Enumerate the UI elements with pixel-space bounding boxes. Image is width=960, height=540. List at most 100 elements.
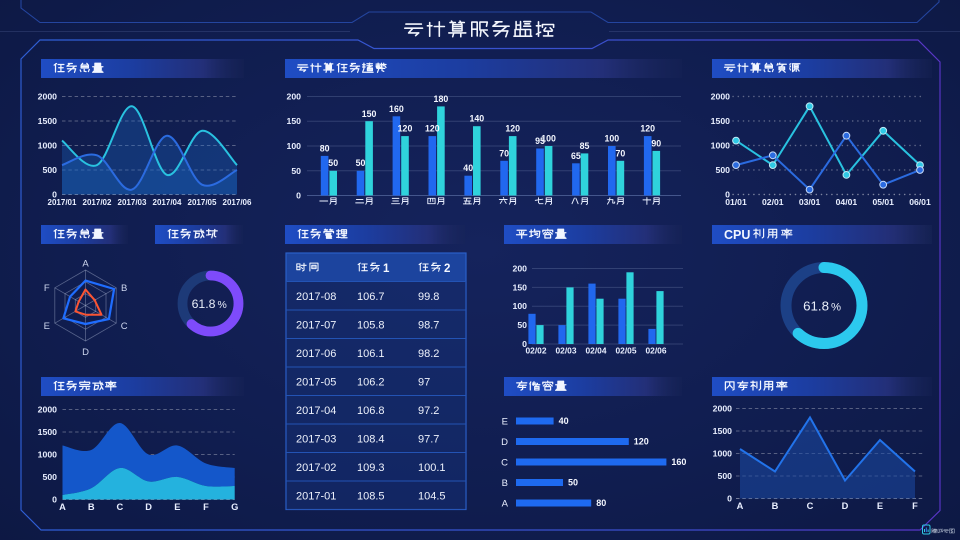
svg-text:0: 0 <box>52 495 57 505</box>
svg-text:0: 0 <box>727 494 732 504</box>
svg-text:99.8: 99.8 <box>418 291 439 303</box>
svg-text:1500: 1500 <box>713 426 732 436</box>
svg-text:A: A <box>59 502 66 512</box>
svg-text:1: 1 <box>383 263 390 275</box>
svg-text:2017/03: 2017/03 <box>118 198 147 207</box>
svg-text:500: 500 <box>43 472 58 482</box>
svg-text:109.3: 109.3 <box>357 462 385 474</box>
svg-text:A: A <box>737 501 744 511</box>
svg-text:G: G <box>231 502 238 512</box>
svg-text:120: 120 <box>505 124 520 134</box>
svg-text:500: 500 <box>718 471 733 481</box>
svg-text:F: F <box>203 502 209 512</box>
svg-text:98.7: 98.7 <box>418 320 439 332</box>
svg-text:50: 50 <box>328 158 338 168</box>
svg-text:2017-03: 2017-03 <box>296 434 336 446</box>
svg-text:C: C <box>501 457 508 468</box>
svg-text:1000: 1000 <box>38 450 57 460</box>
svg-text:02/03: 02/03 <box>556 346 577 356</box>
svg-text:F: F <box>912 501 918 511</box>
svg-text:E: E <box>44 321 50 332</box>
svg-text:61.8: 61.8 <box>192 297 216 311</box>
svg-text:2017/01: 2017/01 <box>48 198 77 207</box>
svg-text:70: 70 <box>499 148 509 158</box>
svg-text:50: 50 <box>517 320 527 330</box>
svg-text:100: 100 <box>287 141 302 151</box>
svg-text:A: A <box>502 498 509 509</box>
svg-text:06/01: 06/01 <box>909 197 931 207</box>
svg-text:2017-02: 2017-02 <box>296 462 336 474</box>
svg-text:200: 200 <box>287 92 302 102</box>
svg-text:200: 200 <box>513 264 528 274</box>
svg-text:02/04: 02/04 <box>586 346 607 356</box>
svg-text:100: 100 <box>541 134 556 144</box>
svg-text:E: E <box>877 501 883 511</box>
svg-text:97.2: 97.2 <box>418 405 439 417</box>
svg-text:150: 150 <box>513 282 528 292</box>
svg-text:03/01: 03/01 <box>799 197 821 207</box>
svg-text:2017-06: 2017-06 <box>296 348 336 360</box>
svg-text:85: 85 <box>580 141 590 151</box>
svg-text:D: D <box>145 502 152 512</box>
svg-text:100: 100 <box>604 134 619 144</box>
svg-text:120: 120 <box>640 124 655 134</box>
svg-text:E: E <box>502 416 508 427</box>
svg-text:05/01: 05/01 <box>872 197 894 207</box>
svg-text:B: B <box>772 501 779 511</box>
svg-text:40: 40 <box>463 163 473 173</box>
svg-text:2000: 2000 <box>713 404 732 414</box>
svg-text:2: 2 <box>444 263 450 275</box>
svg-text:95: 95 <box>535 136 545 146</box>
svg-text:50: 50 <box>356 158 366 168</box>
svg-text:B: B <box>121 283 127 294</box>
svg-text:2017/06: 2017/06 <box>223 198 252 207</box>
svg-text:106.8: 106.8 <box>357 405 385 417</box>
svg-text:105.8: 105.8 <box>357 320 385 332</box>
svg-text:2017/05: 2017/05 <box>188 198 217 207</box>
svg-text:98.2: 98.2 <box>418 348 439 360</box>
svg-text:160: 160 <box>389 104 404 114</box>
svg-text:70: 70 <box>616 148 626 158</box>
svg-text:65: 65 <box>571 151 581 161</box>
svg-text:108.4: 108.4 <box>357 434 385 446</box>
svg-text:C: C <box>121 321 128 332</box>
svg-text:2017/04: 2017/04 <box>153 198 182 207</box>
svg-text:50: 50 <box>568 478 578 488</box>
svg-text:1500: 1500 <box>711 116 730 126</box>
svg-text:150: 150 <box>362 109 377 119</box>
svg-text:%: % <box>831 301 841 313</box>
svg-text:F: F <box>44 283 50 294</box>
svg-text:500: 500 <box>716 165 731 175</box>
svg-text:2017-04: 2017-04 <box>296 405 336 417</box>
svg-text:160: 160 <box>671 457 686 467</box>
svg-text:A: A <box>82 259 89 270</box>
svg-text:D: D <box>82 347 89 358</box>
svg-text:CPU: CPU <box>724 228 750 242</box>
svg-text:90: 90 <box>651 138 661 148</box>
svg-text:100: 100 <box>513 301 528 311</box>
svg-text:D: D <box>501 437 508 448</box>
svg-text:140: 140 <box>469 114 484 124</box>
svg-text:02/02: 02/02 <box>526 346 547 356</box>
svg-text:1500: 1500 <box>38 427 57 437</box>
svg-text:0: 0 <box>725 190 730 200</box>
svg-text:0: 0 <box>296 191 301 201</box>
svg-text:500: 500 <box>43 165 58 175</box>
svg-text:180: 180 <box>434 94 449 104</box>
svg-text:C: C <box>807 501 814 511</box>
svg-text:B: B <box>502 478 508 489</box>
svg-text:120: 120 <box>398 124 413 134</box>
svg-text:C: C <box>117 502 124 512</box>
svg-text:04/01: 04/01 <box>836 197 858 207</box>
svg-text:150: 150 <box>287 116 302 126</box>
svg-text:%: % <box>218 300 227 311</box>
svg-text:2017-05: 2017-05 <box>296 377 336 389</box>
svg-text:02/05: 02/05 <box>616 346 637 356</box>
svg-text:108.5: 108.5 <box>357 491 385 503</box>
svg-text:80: 80 <box>596 498 606 508</box>
svg-text:100.1: 100.1 <box>418 462 446 474</box>
svg-text:0: 0 <box>522 339 527 349</box>
svg-text:106.1: 106.1 <box>357 348 385 360</box>
svg-text:106.7: 106.7 <box>357 291 385 303</box>
svg-text:D: D <box>842 501 849 511</box>
